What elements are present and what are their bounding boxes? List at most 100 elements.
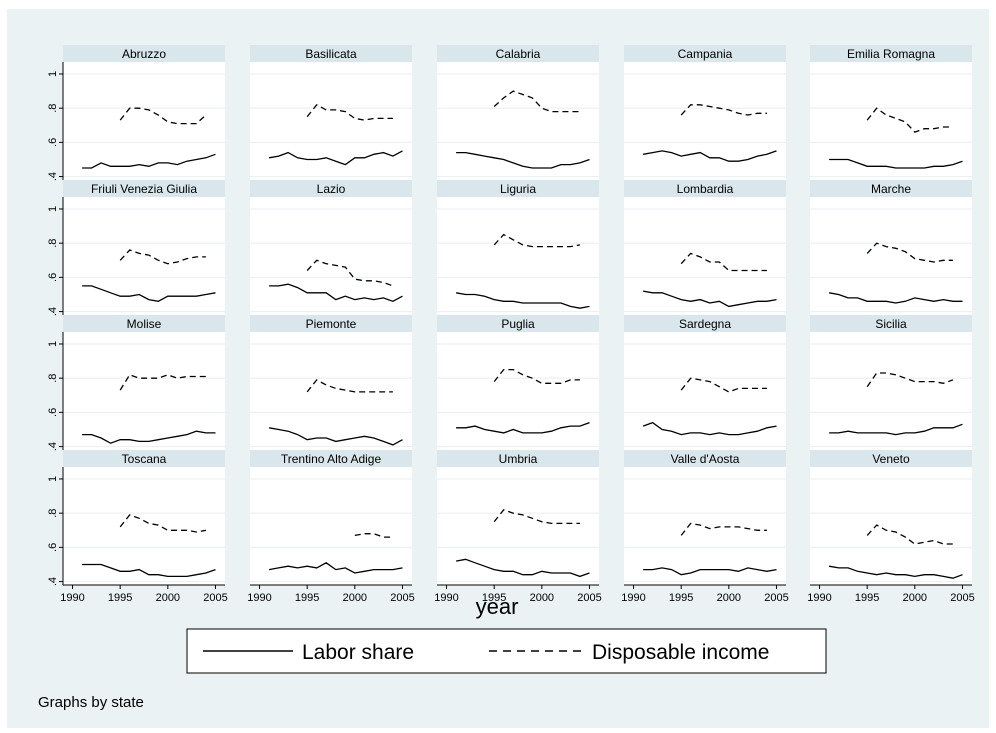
x-tick-label: 1990 (434, 592, 458, 604)
series-disposable-income (493, 368, 580, 384)
x-axis-umbria: 1990 1995 2000 2005 (434, 584, 602, 604)
series-labor-share (268, 427, 403, 446)
plot-area (437, 332, 599, 450)
panel-strip (437, 450, 599, 467)
plot-area (624, 332, 786, 450)
y-tick-label: 1 (47, 476, 59, 482)
series-labor-share (455, 292, 590, 309)
panel-friuli-venezia-giulia: Friuli Venezia Giulia .4 .6 .8 1 (47, 180, 225, 316)
panel-strip (63, 450, 225, 467)
plot-area (624, 467, 786, 585)
series-labor-share (82, 285, 216, 302)
panel-title: Sardegna (679, 317, 731, 331)
series-disposable-income (119, 107, 207, 125)
panel-strip (250, 180, 412, 197)
plot-area (624, 62, 786, 180)
series-disposable-income (354, 533, 393, 538)
series-labor-share (829, 423, 963, 436)
x-tick-label: 2000 (717, 592, 741, 604)
series-disposable-income (306, 259, 394, 287)
x-axis-veneto: 1990 1995 2000 2005 (807, 584, 975, 604)
series-labor-share (269, 283, 403, 303)
x-axis-title: year (476, 594, 519, 619)
panel-strip (624, 180, 786, 197)
panel-strip (624, 450, 786, 467)
panel-emilia-romagna: Emilia Romagna (810, 45, 972, 180)
x-tick-label: 2000 (343, 592, 367, 604)
plot-area (250, 197, 412, 315)
series-labor-share (82, 563, 216, 578)
panel-strip (624, 45, 786, 62)
plot-area (250, 467, 412, 585)
panel-title: Toscana (122, 452, 167, 466)
panel-veneto: Veneto (810, 450, 972, 585)
panel-strip (810, 45, 972, 62)
panel-strip (63, 45, 225, 62)
panel-sicilia: Sicilia (810, 315, 972, 450)
plot-area (63, 467, 225, 585)
x-axis-trentino-alto-adige: 1990 1995 2000 2005 (247, 584, 415, 604)
panel-strip (250, 450, 412, 467)
series-disposable-income (866, 372, 954, 388)
plot-area (810, 197, 972, 315)
panel-title: Friuli Venezia Giulia (91, 182, 197, 196)
y-tick-label: .6 (47, 543, 59, 552)
panel-title: Umbria (499, 452, 538, 466)
panel-lazio: Lazio (250, 180, 412, 315)
panel-title: Veneto (872, 452, 910, 466)
panel-title: Calabria (496, 47, 541, 61)
series-disposable-income (306, 103, 393, 121)
panel-title: Lombardia (677, 182, 734, 196)
plot-area (437, 62, 599, 180)
panel-title: Trentino Alto Adige (281, 452, 382, 466)
series-labor-share (642, 150, 777, 162)
plot-area (250, 62, 412, 180)
x-tick-label: 2005 (203, 592, 227, 604)
y-tick-label: .8 (47, 239, 59, 248)
series-labor-share (643, 567, 777, 576)
series-labor-share (828, 565, 963, 579)
y-tick-label: 1 (47, 341, 59, 347)
panel-sardegna: Sardegna (624, 315, 786, 450)
panel-lombardia: Lombardia (624, 180, 786, 315)
plot-area (810, 62, 972, 180)
panel-title: Sicilia (875, 317, 907, 331)
y-tick-label: 1 (47, 71, 59, 77)
series-disposable-income (493, 509, 580, 525)
x-tick-label: 1995 (108, 592, 132, 604)
x-tick-label: 2005 (950, 592, 974, 604)
series-disposable-income (866, 107, 953, 133)
y-tick-label: .8 (47, 374, 59, 383)
legend: Labor share Disposable income (186, 628, 827, 674)
panel-umbria: Umbria (437, 450, 599, 585)
panel-molise: Molise .4 .6 .8 1 (47, 315, 225, 451)
x-tick-label: 2000 (903, 592, 927, 604)
y-tick-label: .8 (47, 509, 59, 518)
y-tick-label: .4 (47, 442, 59, 451)
y-tick-label: .4 (47, 172, 59, 181)
panel-toscana: Toscana .4 .6 .8 1 (47, 450, 225, 586)
panel-strip (437, 45, 599, 62)
series-labor-share (82, 430, 216, 444)
x-tick-label: 1990 (807, 592, 831, 604)
panel-strip (63, 315, 225, 332)
panel-title: Lazio (317, 182, 346, 196)
series-labor-share (829, 158, 963, 169)
y-tick-label: .8 (47, 104, 59, 113)
plot-area (437, 467, 599, 585)
panel-calabria: Calabria (437, 45, 599, 180)
series-disposable-income (680, 252, 767, 272)
series-disposable-income (493, 90, 580, 113)
x-tick-label: 1990 (60, 592, 84, 604)
panel-strip (63, 180, 225, 197)
legend-label-disposable-income: Disposable income (592, 641, 769, 664)
legend-label-labor-share: Labor share (302, 641, 414, 664)
y-tick-label: .6 (47, 273, 59, 282)
plot-area (63, 332, 225, 450)
series-labor-share (268, 150, 403, 166)
series-disposable-income (493, 233, 581, 248)
panel-title: Valle d'Aosta (671, 452, 740, 466)
x-tick-label: 1995 (669, 592, 693, 604)
